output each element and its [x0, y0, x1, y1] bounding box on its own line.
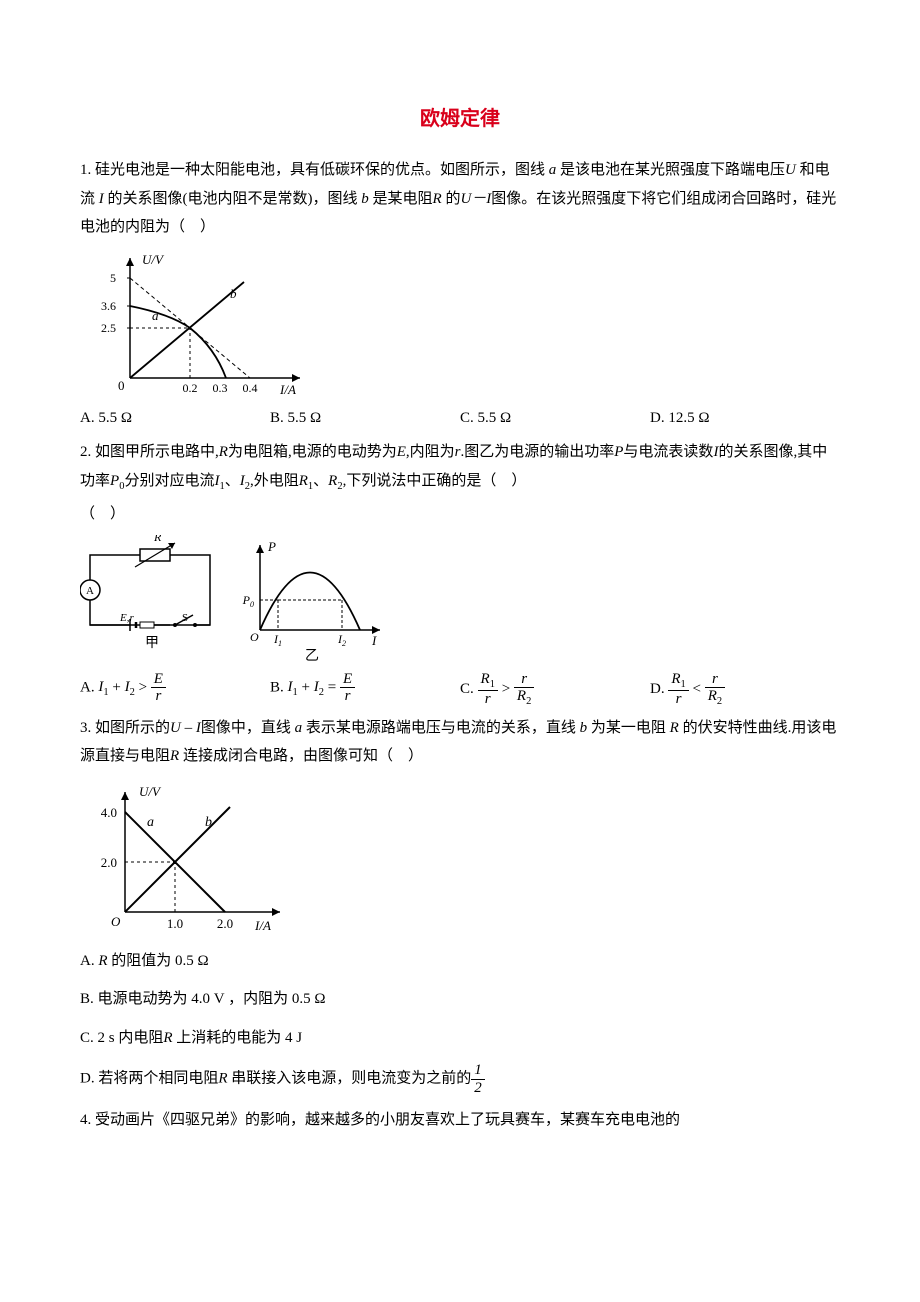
q1-opt-a: A. 5.5 Ω [80, 404, 270, 433]
svg-text:2.0: 2.0 [101, 855, 117, 870]
q1-opt-d: D. 12.5 Ω [650, 404, 840, 433]
q3-t6: 连接成闭合电路，由图像可知（ ） [179, 748, 423, 764]
q2-t9: ,外电阻 [250, 473, 299, 489]
q1-opt-c: C. 5.5 Ω [460, 404, 650, 433]
q2-t5: 与电流表读数 [623, 444, 713, 460]
svg-text:2.0: 2.0 [217, 916, 233, 931]
svg-text:I: I [371, 633, 377, 648]
svg-text:I/A: I/A [254, 918, 271, 933]
q1-t5: 是某电阻 [369, 191, 433, 207]
svg-text:1.0: 1.0 [167, 916, 183, 931]
svg-text:A: A [86, 585, 94, 597]
q2-t11: ,下列说法中正确的是（ ） [343, 473, 527, 489]
q2-figures: A R E,r S 甲 P I O [80, 535, 400, 665]
q1-t6: 的 [442, 191, 461, 207]
q1-b: b [361, 191, 369, 207]
q2-t4: .图乙为电源的输出功率 [460, 444, 614, 460]
q3-opt-c: C. 2 s 内电阻R 上消耗的电能为 4 J [80, 1024, 840, 1053]
q1-options: A. 5.5 Ω B. 5.5 Ω C. 5.5 Ω D. 12.5 Ω [80, 404, 840, 433]
svg-text:b: b [230, 286, 237, 301]
svg-text:3.6: 3.6 [101, 299, 116, 313]
svg-text:U/V: U/V [142, 252, 165, 267]
q2-t7: 分别对应电流 [124, 473, 214, 489]
svg-text:甲: 甲 [145, 636, 159, 651]
svg-text:O: O [111, 914, 121, 929]
q3-t4: 为某一电阻 [587, 720, 666, 736]
q2-blank: （ ） [80, 500, 840, 529]
q1-t1: 1. 硅光电池是一种太阳能电池，具有低碳环保的优点。如图所示，图线 [80, 162, 549, 178]
q2-t2: 为电阻箱,电源的电动势为 [228, 444, 397, 460]
svg-text:R: R [153, 535, 162, 544]
svg-text:a: a [147, 815, 154, 830]
q3-t1: 3. 如图所示的 [80, 720, 170, 736]
q1-stem: 1. 硅光电池是一种太阳能电池，具有低碳环保的优点。如图所示，图线 a 是该电池… [80, 156, 840, 242]
svg-text:S: S [182, 612, 188, 624]
q3-t2: 图像中，直线 [201, 720, 295, 736]
q3-R2: R [170, 748, 179, 764]
page-title: 欧姆定律 [80, 100, 840, 138]
svg-text:b: b [205, 815, 212, 830]
q1-U: U [785, 162, 796, 178]
q2-opt-d: D. R1r < rR2 [650, 671, 840, 708]
svg-text:0: 0 [118, 378, 125, 393]
q1-t2: 是该电池在某光照强度下路端电压 [556, 162, 785, 178]
svg-text:a: a [152, 308, 159, 323]
q4-stem: 4. 受动画片《四驱兄弟》的影响，越来越多的小朋友喜欢上了玩具赛车，某赛车充电电… [80, 1106, 840, 1135]
q3-stem: 3. 如图所示的U – I图像中，直线 a 表示某电源路端电压与电流的关系，直线… [80, 714, 840, 771]
q1-graph: U/V I/A 0 5 3.6 2.5 0.2 0.3 0.4 a b [80, 248, 310, 398]
svg-text:I1: I1 [273, 632, 282, 648]
svg-text:4.0: 4.0 [101, 805, 117, 820]
q3-a: a [295, 720, 303, 736]
q3-UI: U – I [170, 720, 201, 736]
q3-R: R [666, 720, 683, 736]
q2-t3: ,内阻为 [406, 444, 455, 460]
q1-UI: U－I [460, 191, 491, 207]
svg-text:0.4: 0.4 [243, 381, 258, 395]
svg-text:P0: P0 [242, 593, 254, 609]
q3-opt-d: D. 若将两个相同电阻R 串联接入该电源，则电流变为之前的12 [80, 1062, 840, 1096]
q1-t4: 的关系图像(电池内阻不是常数)，图线 [104, 191, 362, 207]
svg-text:0.2: 0.2 [183, 381, 198, 395]
q2-opt-a: A. I1 + I2 > Er [80, 671, 270, 708]
q3-graph: U/V I/A O 4.0 2.0 1.0 2.0 a b [80, 777, 300, 937]
q2-t1: 2. 如图甲所示电路中, [80, 444, 219, 460]
svg-text:I/A: I/A [279, 382, 296, 397]
q2-E: E [397, 444, 406, 460]
q2-options: A. I1 + I2 > Er B. I1 + I2 = Er C. R1r >… [80, 671, 840, 708]
q2-P0: P0 [110, 473, 124, 489]
svg-text:2.5: 2.5 [101, 321, 116, 335]
svg-text:I2: I2 [337, 632, 346, 648]
svg-text:0.3: 0.3 [213, 381, 228, 395]
q3-b: b [580, 720, 588, 736]
q2-I1: I1 [214, 473, 224, 489]
q1-R: R [433, 191, 442, 207]
q2-stem: 2. 如图甲所示电路中,R为电阻箱,电源的电动势为E,内阻为r.图乙为电源的输出… [80, 438, 840, 496]
q2-t10: 、 [313, 473, 328, 489]
svg-text:U/V: U/V [139, 784, 162, 799]
q2-I2: I2 [240, 473, 250, 489]
q2-opt-b: B. I1 + I2 = Er [270, 671, 460, 708]
q3-opt-b: B. 电源电动势为 4.0 V ，内阻为 0.5 Ω [80, 985, 840, 1014]
svg-text:5: 5 [110, 271, 116, 285]
svg-text:乙: 乙 [305, 648, 319, 664]
svg-text:P: P [267, 539, 276, 554]
q3-t3: 表示某电源路端电压与电流的关系，直线 [302, 720, 580, 736]
svg-text:O: O [250, 630, 259, 644]
q2-R: R [219, 444, 228, 460]
svg-text:E,r: E,r [119, 612, 134, 624]
q2-opt-c: C. R1r > rR2 [460, 671, 650, 708]
q2-R2: R2 [328, 473, 342, 489]
q3-opt-a: A. R 的阻值为 0.5 Ω [80, 947, 840, 976]
q2-t8: 、 [225, 473, 240, 489]
q1-opt-b: B. 5.5 Ω [270, 404, 460, 433]
q2-R1: R1 [299, 473, 313, 489]
